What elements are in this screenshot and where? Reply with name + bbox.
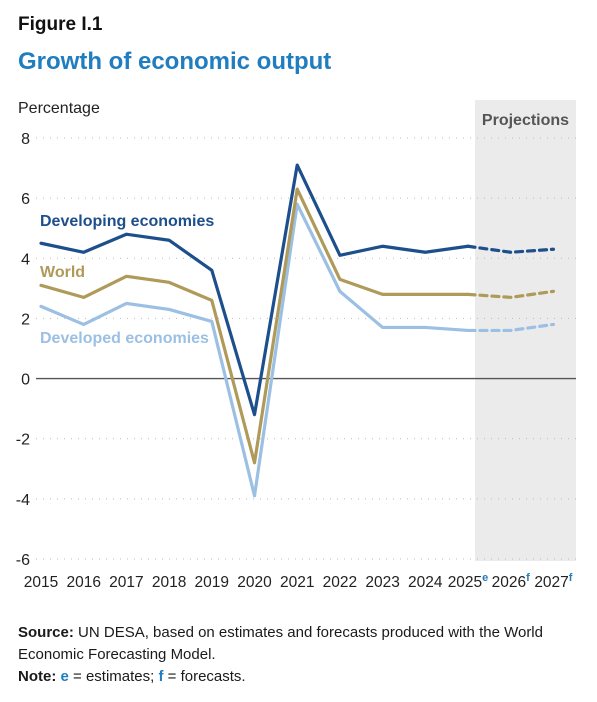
figure-title: Growth of economic output [18, 48, 332, 75]
x-tick-label: 2022 [323, 574, 357, 591]
series-line-actual [39, 163, 470, 417]
x-tick-label: 2027f [534, 572, 572, 591]
x-tick-label: 2017 [109, 574, 143, 591]
note-label: Note: [18, 668, 57, 685]
series-label: Developed economies [40, 330, 209, 347]
source-label: Source: [18, 624, 74, 641]
x-tick-superscript: f [526, 572, 530, 584]
line-chart: Projections -6 -4 -2 0 2 4 6 8 2015 2016 2017 2018 20… [16, 100, 576, 591]
notes: Source: UN DESA, based on estimates and … [18, 622, 588, 688]
x-tick-label: 2026f [492, 572, 530, 591]
x-tick-label: 2015 [24, 574, 58, 591]
note-f-text: = forecasts. [163, 668, 246, 685]
source-line: Source: UN DESA, based on estimates and … [18, 622, 588, 666]
y-tick-label: -6 [16, 552, 30, 569]
x-tick-label: 2020 [237, 574, 272, 591]
y-tick-label: 2 [21, 311, 30, 328]
y-axis-label: Percentage [18, 100, 100, 117]
figure-label: Figure I.1 [18, 14, 103, 35]
note-e: e [60, 668, 69, 685]
x-tick-superscript: f [569, 572, 573, 584]
projections-label: Projections [482, 112, 569, 129]
note-e-text: = estimates; [68, 668, 159, 685]
x-tick-label: 2023 [365, 574, 399, 591]
series-label: Developing economies [40, 213, 214, 230]
x-tick-label: 2016 [66, 574, 100, 591]
x-tick-label: 2024 [408, 574, 443, 591]
series-label: World [40, 264, 85, 281]
x-tick-label: 2021 [280, 574, 314, 591]
y-tick-label: 0 [21, 372, 30, 389]
y-tick-label: -2 [16, 432, 30, 449]
x-tick-label: 2025e [448, 572, 489, 591]
projection-band [475, 100, 576, 561]
y-tick-label: 6 [21, 191, 30, 208]
x-tick-label: 2018 [152, 574, 186, 591]
note-f: f [158, 668, 164, 685]
note-line: Note: e = estimates; f = forecasts. [18, 666, 588, 688]
source-text: UN DESA, based on estimates and forecast… [18, 624, 543, 663]
y-tick-label: 4 [21, 251, 30, 268]
x-tick-label: 2019 [195, 574, 229, 591]
y-tick-label: -4 [16, 492, 30, 509]
y-tick-label: 8 [21, 131, 30, 148]
x-tick-superscript: e [482, 572, 488, 584]
